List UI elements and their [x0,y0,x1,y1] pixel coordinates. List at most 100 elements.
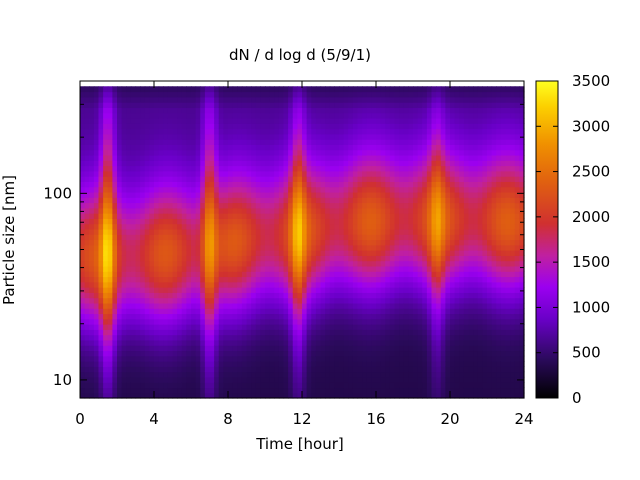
heatmap-cell [84,350,90,357]
heatmap-cell [297,144,303,151]
heatmap-cell [255,318,261,325]
heatmap-cell [362,197,368,204]
heatmap-cell [232,292,238,299]
heatmap-cell [246,250,252,256]
heatmap-cell [186,207,192,214]
heatmap-cell [149,382,155,389]
heatmap-cell [228,339,234,346]
heatmap-cell [343,376,349,383]
heatmap-cell [459,244,465,251]
heatmap-cell [426,355,433,362]
heatmap-cell [130,117,137,124]
heatmap-cell [172,96,178,103]
heatmap-cell [352,112,359,119]
heatmap-cell [172,123,178,130]
heatmap-cell [93,223,100,230]
heatmap-cell [283,149,289,156]
heatmap-cell [283,197,289,204]
heatmap-cell [181,324,187,330]
heatmap-cell [380,213,386,219]
heatmap-cell [389,302,396,309]
heatmap-cell [366,392,372,399]
heatmap-cell [306,281,312,288]
heatmap-cell [154,361,160,367]
heatmap-cell [144,223,150,230]
heatmap-cell [348,302,354,309]
heatmap-cell [274,123,280,130]
heatmap-cell [436,176,442,182]
heatmap-cell [288,260,294,267]
heatmap-cell [329,96,335,103]
heatmap-cell [343,255,349,262]
heatmap-cell [214,96,220,103]
heatmap-cell [135,371,141,378]
heatmap-cell [228,292,234,299]
heatmap-cell [278,186,285,193]
heatmap-cell [265,239,271,246]
heatmap-cell [403,345,409,352]
heatmap-cell [292,91,298,98]
heatmap-cell [214,324,220,330]
heatmap-cell [251,244,257,251]
heatmap-cell [311,239,317,246]
heatmap-cell [459,292,465,299]
heatmap-cell [204,302,211,309]
heatmap-cell [251,154,257,161]
heatmap-cell [274,191,280,198]
heatmap-cell [140,366,146,373]
heatmap-cell [144,154,150,161]
heatmap-cell [232,144,238,151]
heatmap-cell [80,144,86,151]
heatmap-cell [158,318,164,325]
heatmap-cell [450,207,456,214]
heatmap-cell [468,271,474,278]
heatmap-cell [413,376,419,383]
heatmap-cell [371,376,377,383]
heatmap-cell [232,392,238,399]
heatmap-cell [302,265,308,272]
heatmap-cell [445,324,451,330]
heatmap-cell [463,197,470,204]
heatmap-cell [246,329,252,336]
heatmap-cell [98,271,104,278]
heatmap-cell [334,197,340,204]
heatmap-cell [121,102,127,109]
heatmap-cell [135,112,141,119]
heatmap-cell [306,218,312,225]
heatmap-cell [167,308,174,315]
heatmap-cell [389,276,396,283]
heatmap-cell [126,276,132,283]
heatmap-cell [269,191,275,198]
heatmap-cell [302,112,308,119]
heatmap-cell [348,213,354,219]
heatmap-cell [403,308,409,315]
heatmap-cell [288,102,294,109]
heatmap-cell [380,86,386,93]
heatmap-cell [163,297,169,304]
heatmap-cell [112,213,118,219]
heatmap-cell [389,334,396,341]
heatmap-cell [371,329,377,336]
heatmap-cell [431,376,437,383]
heatmap-cell [237,250,243,256]
heatmap-cell [371,392,377,399]
heatmap-cell [163,339,169,346]
heatmap-cell [167,133,174,140]
heatmap-cell [232,197,238,204]
heatmap-cell [140,387,146,394]
heatmap-cell [440,96,446,103]
heatmap-cell [126,392,132,399]
heatmap-cell [223,202,229,209]
heatmap-cell [107,355,113,362]
heatmap-cell [454,139,460,145]
heatmap-cell [366,318,372,325]
heatmap-cell [195,271,201,278]
heatmap-cell [445,128,451,135]
heatmap-cell [89,392,95,399]
heatmap-cell [445,361,451,367]
heatmap-cell [241,324,248,330]
heatmap-cell [352,202,359,209]
heatmap-cell [112,107,118,114]
heatmap-cell [158,265,164,272]
heatmap-cell [126,96,132,103]
